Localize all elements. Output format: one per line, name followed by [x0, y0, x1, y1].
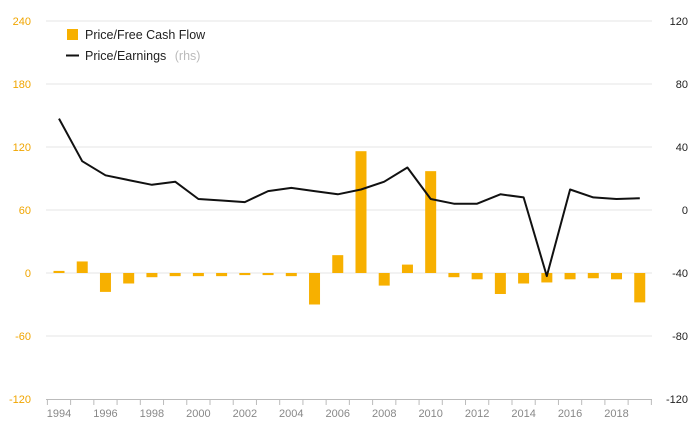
x-axis-tick-label: 1994	[47, 408, 71, 420]
bar-2016	[564, 273, 576, 280]
bar-2018	[611, 273, 623, 280]
bar-2002	[239, 273, 251, 276]
bar-2014	[518, 273, 530, 284]
x-axis-tick-label: 2004	[279, 408, 303, 420]
left-axis-tick-label: 240	[13, 16, 31, 28]
right-axis-tick-label: 40	[676, 142, 688, 154]
bar-2003	[262, 273, 274, 276]
left-axis-tick-label: 120	[13, 142, 31, 154]
bar-2017	[587, 273, 599, 279]
bar-1997	[123, 273, 135, 284]
x-axis-tick-label: 2000	[186, 408, 210, 420]
x-axis-tick-label: 1998	[140, 408, 164, 420]
x-axis-tick-label: 1996	[93, 408, 117, 420]
bar-1996	[99, 273, 111, 292]
legend: Price/Free Cash Flow Price/Earnings (rhs…	[66, 28, 206, 64]
left-axis-tick-label: 180	[13, 79, 31, 91]
x-axis-tick-label: 2014	[511, 408, 535, 420]
bar-2013	[494, 273, 506, 294]
x-axis-tick-label: 2016	[558, 408, 582, 420]
right-axis-tick-label: -80	[672, 331, 688, 343]
right-axis-tick-label: 120	[670, 16, 688, 28]
bar-2019	[634, 273, 646, 303]
bar-2008	[378, 273, 390, 286]
right-axis-tick-label: 80	[676, 79, 688, 91]
gridlines	[46, 20, 652, 337]
right-axis-ticks: -120 -80 -40 0 40 80 120	[666, 16, 688, 406]
bar-2010	[425, 171, 437, 273]
bar-2015	[541, 273, 553, 283]
right-axis-tick-label: -40	[672, 268, 688, 280]
bar-1995	[76, 261, 88, 273]
bar-2006	[332, 255, 344, 273]
bar-1999	[169, 273, 181, 277]
bar-2001	[216, 273, 228, 277]
x-axis-tick-label: 2010	[418, 408, 442, 420]
x-axis-tick-label: 2008	[372, 408, 396, 420]
x-axis-tick-label: 2006	[326, 408, 350, 420]
x-axis: 1994 1996 1998 2000 2002 2004 2006 2008 2010 2012…	[46, 399, 652, 420]
bar-2005	[309, 273, 321, 305]
legend-label-line-suffix: (rhs)	[175, 49, 201, 63]
x-axis-tick-label: 2018	[604, 408, 628, 420]
line-series	[58, 118, 640, 278]
legend-label-line-name: Price/Earnings	[85, 49, 166, 63]
left-axis-tick-label: 60	[19, 205, 31, 217]
bar-2012	[471, 273, 483, 280]
bar-1994	[53, 270, 65, 273]
left-axis-tick-label: -60	[15, 331, 31, 343]
legend-swatch-bar	[67, 29, 78, 40]
bar-2009	[401, 264, 413, 273]
x-axis-tick-label: 2012	[465, 408, 489, 420]
right-axis-tick-label: -120	[666, 394, 688, 406]
bar-2004	[285, 273, 297, 277]
bar-2007	[355, 151, 367, 273]
right-axis-tick-label: 0	[682, 205, 688, 217]
bar-2011	[448, 273, 460, 278]
bar-2000	[192, 273, 204, 277]
bar-1998	[146, 273, 158, 278]
left-axis-ticks: -120 -60 0 60 120 180 240	[9, 16, 31, 406]
left-axis-tick-label: 0	[25, 268, 31, 280]
left-axis-tick-label: -120	[9, 394, 31, 406]
legend-label-bar: Price/Free Cash Flow	[85, 28, 206, 42]
price-earnings-line	[58, 118, 640, 278]
legend-label-line: Price/Earnings (rhs)	[85, 47, 200, 64]
x-axis-tick-label: 2002	[233, 408, 257, 420]
bar-series	[53, 151, 646, 305]
